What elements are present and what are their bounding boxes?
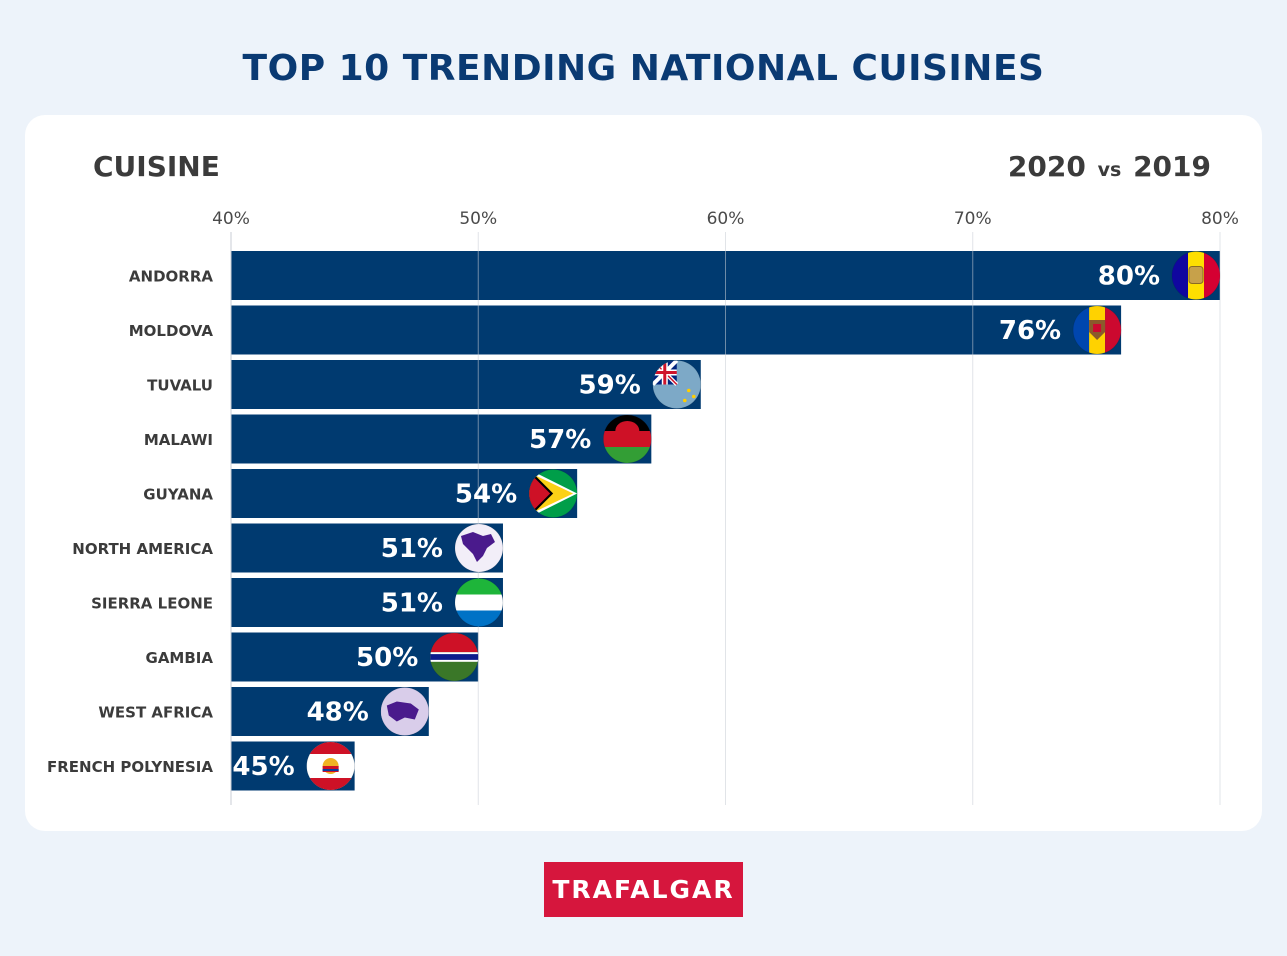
sierra-leone-flag-icon — [454, 578, 503, 627]
bar-2 — [231, 360, 701, 409]
category-label: MALAWI — [144, 431, 213, 449]
north-america-map-icon — [454, 524, 503, 572]
comparison-header: 2020 vs 2019 — [1008, 150, 1211, 183]
category-label: SIERRA LEONE — [91, 595, 213, 613]
x-tick-label: 80% — [1201, 209, 1239, 229]
year-previous: 2019 — [1133, 150, 1211, 183]
trafalgar-logo: TRAFALGAR — [544, 862, 743, 917]
year-current: 2020 — [1007, 150, 1086, 183]
x-tick-label: 40% — [212, 209, 250, 229]
moldova-flag-icon — [1073, 306, 1122, 354]
vs-label: vs — [1097, 159, 1122, 181]
category-label: TUVALU — [147, 377, 213, 395]
value-label: 80% — [1098, 262, 1160, 292]
west-africa-map-icon — [380, 687, 429, 736]
bar-1 — [231, 305, 1122, 355]
value-label: 57% — [529, 425, 591, 455]
value-label: 51% — [381, 589, 443, 619]
andorra-flag-icon — [1172, 251, 1220, 300]
category-label: FRENCH POLYNESIA — [47, 758, 213, 776]
value-label: 48% — [307, 698, 369, 728]
category-label: ANDORRA — [129, 268, 213, 286]
tuvalu-flag-icon — [652, 360, 701, 409]
cuisine-column-header: CUISINE — [93, 150, 220, 183]
value-label: 45% — [232, 752, 294, 782]
category-label: WEST AFRICA — [98, 704, 213, 722]
category-label: GUYANA — [143, 486, 213, 504]
value-label: 54% — [455, 480, 517, 510]
x-tick-label: 50% — [459, 209, 497, 229]
category-label: MOLDOVA — [129, 322, 214, 340]
category-label: NORTH AMERICA — [72, 540, 213, 558]
guyana-flag-icon — [529, 469, 578, 518]
x-tick-label: 70% — [954, 209, 992, 229]
value-label: 59% — [579, 371, 641, 401]
category-label: GAMBIA — [146, 649, 214, 667]
bar-3 — [231, 414, 652, 464]
value-label: 51% — [381, 534, 443, 564]
bar-4 — [231, 469, 578, 518]
gambia-flag-icon — [430, 633, 479, 681]
page-title: TOP 10 TRENDING NATIONAL CUISINES — [242, 48, 1045, 89]
value-label: 76% — [999, 316, 1061, 346]
value-label: 50% — [356, 643, 418, 673]
x-tick-label: 60% — [707, 209, 745, 229]
malawi-flag-icon — [603, 415, 652, 463]
